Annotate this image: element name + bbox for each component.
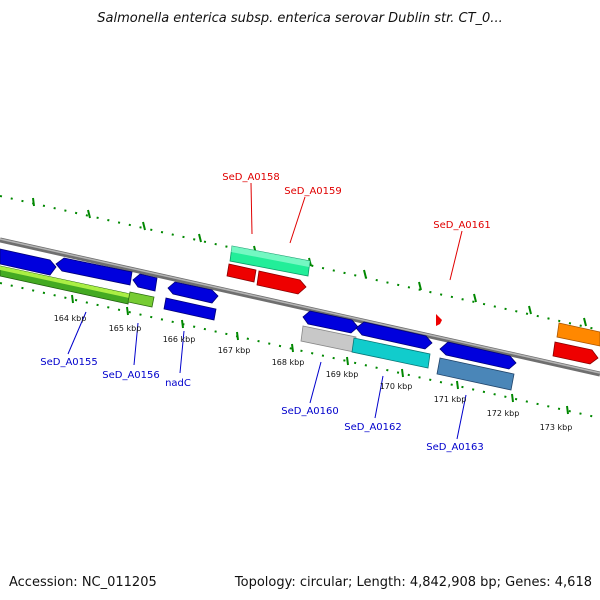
feature-lime-track[interactable]	[0, 266, 130, 298]
map-title: Salmonella enterica subsp. enterica sero…	[97, 11, 502, 26]
inner-major-tick	[401, 368, 404, 378]
feature-blue[interactable]	[163, 297, 217, 321]
outer-major-tick	[363, 269, 367, 279]
feature-blue[interactable]	[0, 248, 57, 276]
feature-blue[interactable]	[439, 341, 517, 370]
leader-SeD_A0155	[67, 311, 87, 355]
inner-major-tick	[346, 356, 349, 366]
scale-label: 165 kbp	[109, 324, 142, 333]
scale-label: 166 kbp	[163, 335, 196, 344]
leader-SeD_A0161	[449, 230, 463, 281]
leader-SeD_A0162	[374, 375, 384, 419]
inner-major-tick	[181, 319, 184, 329]
feature-blue[interactable]	[302, 310, 359, 334]
feature-cyan-track[interactable]	[351, 337, 431, 369]
gene-label[interactable]: SeD_A0162	[344, 422, 402, 433]
feature-orange[interactable]	[556, 322, 600, 347]
scale-label: 169 kbp	[326, 370, 359, 379]
upper-features	[226, 245, 600, 365]
lower-features	[0, 248, 517, 391]
gene-label[interactable]: SeD_A0159	[284, 186, 342, 197]
leader-SeD_A0159	[289, 196, 306, 244]
gene-label[interactable]: SeD_A0155	[40, 357, 98, 368]
inner-major-tick	[236, 331, 239, 341]
scale-label: 173 kbp	[540, 423, 573, 432]
feature-blue-nadc[interactable]	[167, 281, 219, 304]
inner-major-tick	[291, 343, 294, 353]
scale-label: 171 kbp	[434, 395, 467, 404]
feature-steel-track[interactable]	[436, 357, 515, 391]
gene-label[interactable]: nadC	[165, 378, 191, 389]
scale-label: 170 kbp	[380, 382, 413, 391]
outer-major-tick	[583, 317, 587, 327]
leader-SeD_A0163	[456, 394, 467, 440]
leader-nadC	[179, 330, 185, 374]
feature-red-right[interactable]	[552, 341, 599, 365]
gene-label[interactable]: SeD_A0158	[222, 172, 280, 183]
inner-major-tick	[456, 380, 459, 390]
feature-green-small[interactable]	[127, 291, 155, 308]
gene-label[interactable]: SeD_A0161	[433, 220, 491, 231]
accession-text: Accession: NC_011205	[9, 575, 157, 590]
scale-label: 164 kbp	[54, 314, 87, 323]
feature-blue[interactable]	[132, 273, 158, 292]
outer-major-tick	[198, 233, 202, 243]
scale-label: 167 kbp	[218, 346, 251, 355]
inner-tick-dots	[0, 282, 600, 419]
inner-major-tick	[566, 405, 569, 415]
genome-backbone-highlight	[0, 238, 600, 374]
genome-backbone	[0, 237, 600, 377]
inner-tick-ring	[0, 282, 600, 419]
outer-major-tick	[142, 221, 146, 231]
genome-summary-text: Topology: circular; Length: 4,842,908 bp…	[234, 575, 592, 590]
leader-SeD_A0160	[309, 361, 322, 404]
gene-label[interactable]: SeD_A0163	[426, 442, 484, 453]
scale-label: 168 kbp	[272, 358, 305, 367]
feature-teal-shine	[231, 246, 310, 267]
inner-major-tick	[126, 306, 129, 316]
feature-blue[interactable]	[55, 257, 133, 286]
leader-SeD_A0156	[133, 322, 139, 366]
gene-labels: SeD_A0158 SeD_A0159 SeD_A0161 SeD_A0155 …	[40, 172, 491, 453]
scale-labels: 164 kbp 165 kbp 166 kbp 167 kbp 168 kbp …	[54, 314, 573, 432]
feature-red-marker[interactable]	[436, 314, 442, 326]
gene-label[interactable]: SeD_A0160	[281, 406, 339, 417]
inner-major-tick	[511, 393, 514, 403]
leader-SeD_A0158	[250, 182, 253, 235]
outer-major-tick	[528, 305, 532, 315]
inner-major-tick	[71, 294, 74, 304]
label-leaders	[67, 182, 467, 440]
outer-major-tick	[87, 209, 91, 219]
outer-major-tick	[418, 281, 422, 291]
feature-blue[interactable]	[355, 321, 433, 350]
feature-red-arrow[interactable]	[256, 270, 307, 295]
outer-major-tick	[473, 293, 477, 303]
scale-label: 172 kbp	[487, 409, 520, 418]
gene-label[interactable]: SeD_A0156	[102, 370, 160, 381]
outer-major-tick	[32, 197, 35, 207]
feature-red-small[interactable]	[226, 263, 257, 283]
